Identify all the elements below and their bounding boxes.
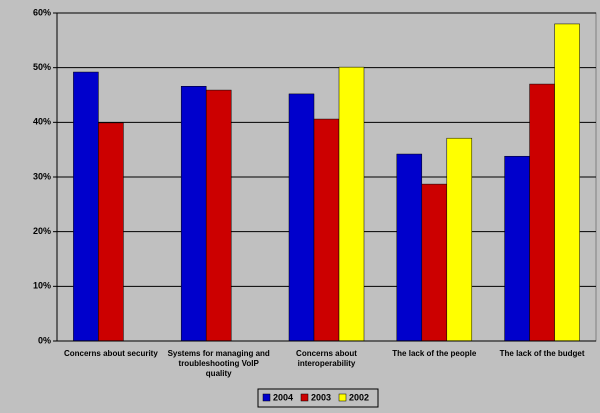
y-tick-label: 30% (33, 171, 51, 181)
bar (446, 137, 473, 342)
x-tick-label: Systems for managing and troubleshooting… (167, 349, 270, 378)
legend-swatch (300, 393, 309, 402)
bar (205, 89, 232, 342)
x-tick-label: The lack of the budget (499, 349, 585, 358)
y-tick-label: 10% (33, 281, 51, 291)
bar (504, 155, 530, 342)
x-tick-label: Concerns about interoperability (296, 349, 357, 368)
legend-box (257, 388, 379, 408)
y-tick-label: 20% (33, 226, 51, 236)
x-tick-label: Concerns about security (63, 349, 158, 358)
y-tick-label: 50% (33, 62, 51, 72)
bar (98, 122, 124, 342)
bar (554, 23, 580, 342)
bar (396, 153, 423, 342)
bar (338, 66, 365, 342)
y-tick-label: 0% (38, 335, 51, 345)
bar (421, 183, 448, 342)
legend-label: 2004 (273, 392, 293, 402)
bar (73, 71, 99, 342)
bar (313, 118, 340, 342)
bar (529, 83, 555, 342)
x-tick-label: The lack of the people (392, 349, 477, 358)
legend-label: 2003 (311, 392, 331, 402)
bar (180, 86, 207, 342)
legend-swatch (262, 393, 271, 402)
legend-label: 2002 (349, 392, 369, 402)
y-tick-label: 60% (33, 7, 51, 17)
bar (288, 93, 315, 342)
legend-swatch (338, 393, 347, 402)
y-tick-label: 40% (33, 117, 51, 127)
